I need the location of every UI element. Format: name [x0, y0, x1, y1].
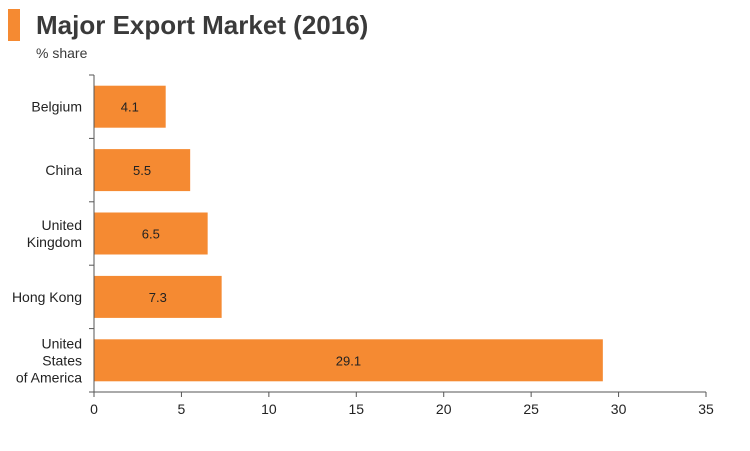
chart-subtitle: % share: [36, 45, 88, 61]
bar-value-label: 29.1: [336, 353, 361, 368]
bar-value-label: 5.5: [133, 163, 151, 178]
category-label: Hong Kong: [12, 289, 82, 305]
category-label: United States of America: [16, 335, 82, 385]
bar-value-label: 6.5: [142, 227, 160, 242]
bar-value-label: 7.3: [149, 290, 167, 305]
category-label-line: Hong Kong: [12, 289, 82, 305]
category-label-line: Kingdom: [27, 234, 82, 250]
bar: [94, 339, 603, 382]
bar: [94, 85, 166, 128]
category-label: China: [45, 162, 82, 178]
x-tick-label: 0: [90, 401, 98, 417]
category-label-line: States: [42, 352, 82, 368]
x-tick-label: 30: [611, 401, 627, 417]
bar: [94, 149, 191, 192]
category-label-line: United: [42, 217, 82, 233]
category-label: United Kingdom: [27, 217, 82, 250]
bar: [94, 212, 208, 255]
x-tick-label: 25: [523, 401, 539, 417]
category-label-line: United: [42, 335, 82, 351]
category-label-line: China: [45, 162, 82, 178]
bar: [94, 275, 222, 318]
category-label: Belgium: [31, 99, 82, 115]
chart-title: Major Export Market (2016): [36, 10, 369, 40]
x-tick-label: 10: [261, 401, 277, 417]
bar-value-label: 4.1: [121, 100, 139, 115]
x-tick-label: 5: [178, 401, 186, 417]
title-accent-marker: [8, 9, 20, 41]
x-tick-label: 15: [348, 401, 364, 417]
x-tick-label: 35: [698, 401, 714, 417]
category-label-line: Belgium: [31, 99, 82, 115]
category-label-line: of America: [16, 369, 82, 385]
x-tick-label: 20: [436, 401, 452, 417]
